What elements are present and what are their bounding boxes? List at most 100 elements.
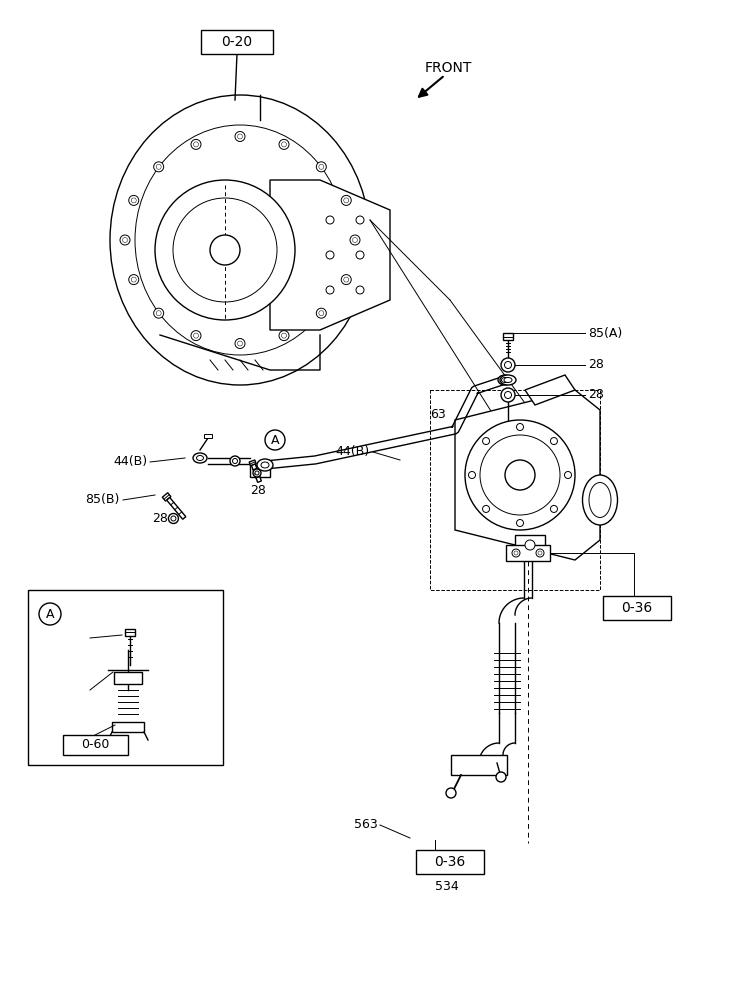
Ellipse shape <box>589 483 611 518</box>
Circle shape <box>193 333 199 338</box>
Ellipse shape <box>498 375 512 385</box>
Text: 85(B): 85(B) <box>86 493 120 506</box>
FancyBboxPatch shape <box>515 535 545 555</box>
FancyBboxPatch shape <box>506 545 550 561</box>
Circle shape <box>131 198 136 203</box>
Circle shape <box>156 311 161 316</box>
Circle shape <box>512 549 520 557</box>
Circle shape <box>193 142 199 147</box>
Text: 63: 63 <box>430 408 446 422</box>
Circle shape <box>230 456 240 466</box>
Text: 28: 28 <box>250 484 266 496</box>
Circle shape <box>281 142 286 147</box>
Circle shape <box>156 164 161 169</box>
Text: A: A <box>271 434 279 446</box>
Circle shape <box>168 513 179 523</box>
Circle shape <box>265 430 285 450</box>
Ellipse shape <box>583 475 618 525</box>
Ellipse shape <box>193 453 207 463</box>
FancyBboxPatch shape <box>62 735 127 755</box>
Circle shape <box>344 277 349 282</box>
Circle shape <box>505 460 535 490</box>
Circle shape <box>253 469 261 477</box>
Text: FRONT: FRONT <box>425 61 472 75</box>
Ellipse shape <box>135 125 345 355</box>
Ellipse shape <box>257 459 273 471</box>
Polygon shape <box>525 375 575 405</box>
Circle shape <box>279 139 289 149</box>
Circle shape <box>525 540 535 550</box>
Ellipse shape <box>501 377 508 382</box>
Circle shape <box>129 275 138 285</box>
FancyBboxPatch shape <box>28 590 223 765</box>
Text: 28: 28 <box>152 512 168 524</box>
Polygon shape <box>251 464 261 482</box>
Circle shape <box>154 162 164 172</box>
FancyBboxPatch shape <box>204 434 212 438</box>
Circle shape <box>316 162 327 172</box>
Text: 563: 563 <box>354 818 378 832</box>
Text: 0-60: 0-60 <box>81 738 109 752</box>
Circle shape <box>191 139 201 149</box>
Circle shape <box>210 235 240 265</box>
Circle shape <box>565 472 571 479</box>
Text: 28: 28 <box>588 388 604 401</box>
Circle shape <box>255 471 259 475</box>
Circle shape <box>504 361 512 368</box>
FancyBboxPatch shape <box>125 629 135 636</box>
Circle shape <box>551 505 557 512</box>
Text: 44(B): 44(B) <box>336 446 370 458</box>
Circle shape <box>483 505 490 512</box>
Circle shape <box>237 134 243 139</box>
Circle shape <box>123 237 127 242</box>
Circle shape <box>446 788 456 798</box>
Circle shape <box>480 435 560 515</box>
FancyBboxPatch shape <box>112 722 144 732</box>
Polygon shape <box>249 460 256 466</box>
FancyBboxPatch shape <box>416 850 484 874</box>
FancyBboxPatch shape <box>114 672 142 684</box>
Circle shape <box>281 333 286 338</box>
Text: 0-36: 0-36 <box>621 601 652 615</box>
Circle shape <box>353 237 358 242</box>
Circle shape <box>504 391 512 398</box>
Circle shape <box>496 772 506 782</box>
Circle shape <box>469 472 475 479</box>
Circle shape <box>341 275 351 285</box>
FancyBboxPatch shape <box>250 465 270 477</box>
Circle shape <box>155 180 295 320</box>
Text: 44(A): 44(A) <box>54 632 88 645</box>
Circle shape <box>501 358 515 372</box>
Circle shape <box>154 308 164 318</box>
Circle shape <box>316 308 327 318</box>
Circle shape <box>501 388 515 402</box>
Circle shape <box>514 551 518 555</box>
Text: 0-36: 0-36 <box>434 855 466 869</box>
Circle shape <box>516 424 524 430</box>
Polygon shape <box>455 390 600 560</box>
Polygon shape <box>162 493 171 501</box>
Circle shape <box>131 277 136 282</box>
Circle shape <box>319 311 324 316</box>
Circle shape <box>551 438 557 445</box>
Polygon shape <box>270 180 390 330</box>
Circle shape <box>173 198 277 302</box>
Circle shape <box>356 286 364 294</box>
Text: 63: 63 <box>72 684 88 696</box>
Circle shape <box>326 286 334 294</box>
Circle shape <box>344 198 349 203</box>
Circle shape <box>350 235 360 245</box>
Circle shape <box>516 520 524 526</box>
Text: 85(A): 85(A) <box>588 326 622 340</box>
Ellipse shape <box>500 375 516 385</box>
FancyBboxPatch shape <box>201 30 273 54</box>
Circle shape <box>120 235 130 245</box>
Circle shape <box>232 458 237 464</box>
Ellipse shape <box>504 377 512 382</box>
Ellipse shape <box>196 456 204 460</box>
Text: 0-20: 0-20 <box>222 35 252 49</box>
Circle shape <box>536 549 544 557</box>
Circle shape <box>129 195 138 205</box>
Circle shape <box>171 516 176 521</box>
Circle shape <box>538 551 542 555</box>
